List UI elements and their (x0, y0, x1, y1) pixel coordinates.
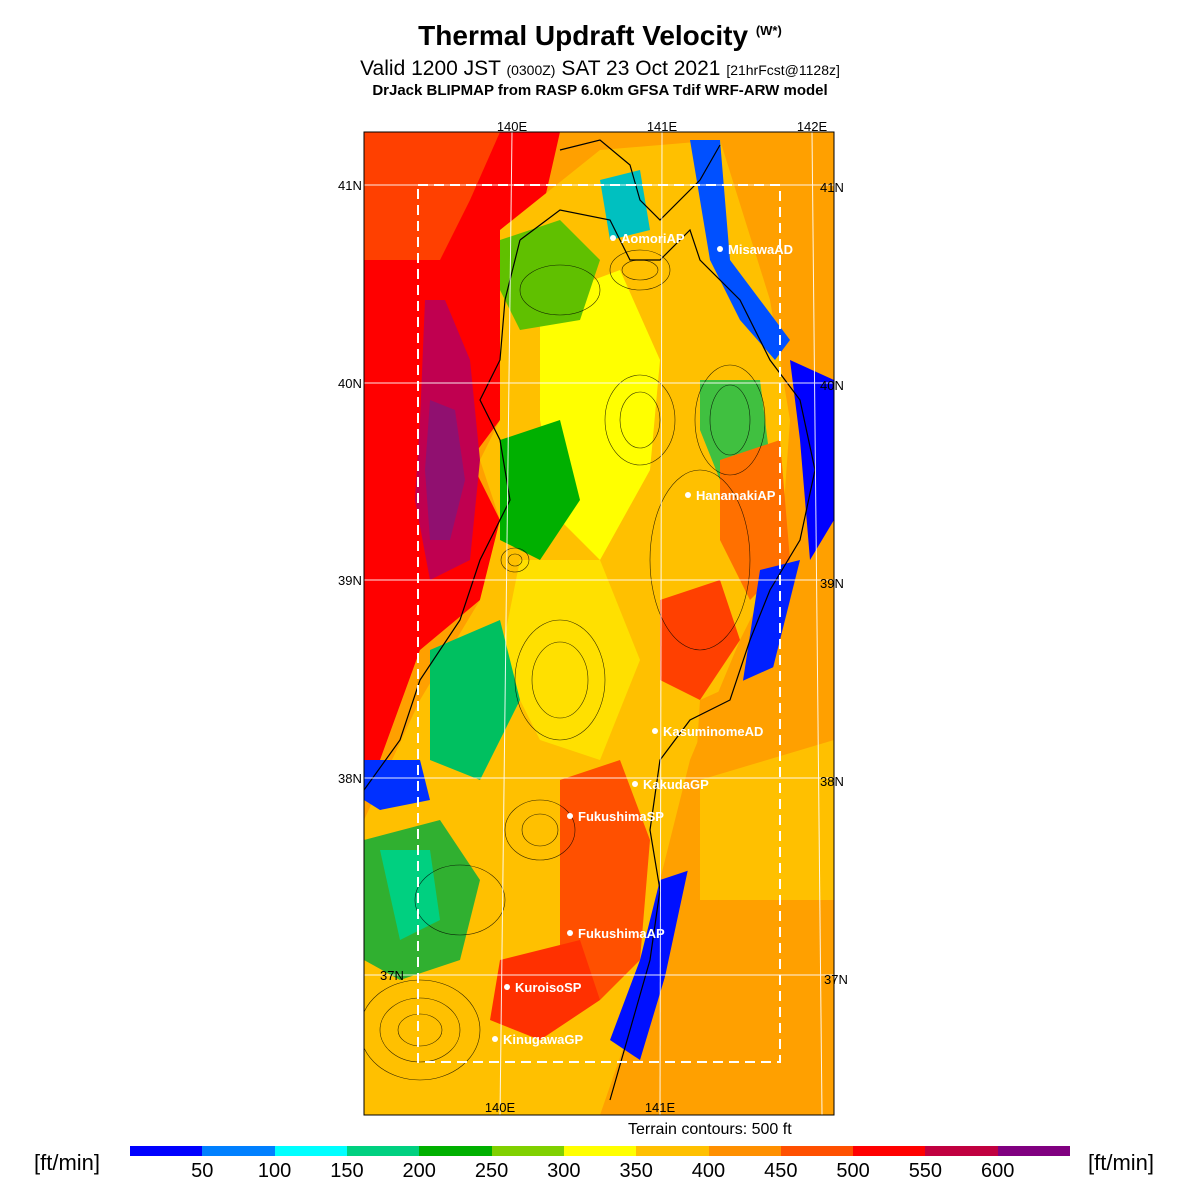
valid-time-line: Valid 1200 JST (0300Z) SAT 23 Oct 2021 [… (0, 57, 1200, 81)
colorbar-swatch-7 (636, 1146, 709, 1156)
lat-right-3: 39N (820, 576, 844, 591)
coastline (364, 139, 816, 1101)
inner-domain-box (417, 184, 781, 1063)
station-kasuminome[interactable]: KasuminomeAD (652, 724, 763, 739)
title-superscript: (W*) (755, 23, 782, 38)
lon-bottom-1: 140E (485, 1100, 516, 1115)
colorbar-unit-right: [ft/min] (1088, 1150, 1155, 1175)
svg-text:KasuminomeAD: KasuminomeAD (663, 724, 763, 739)
svg-text:AomoriAP: AomoriAP (621, 231, 685, 246)
colorbar-swatch-5 (491, 1146, 564, 1156)
svg-text:FukushimaAP: FukushimaAP (578, 926, 665, 941)
colorbar-swatch-6 (563, 1146, 637, 1156)
station-kuroiso[interactable]: KuroisoSP (504, 980, 582, 995)
lat-left-1: 41N (338, 178, 362, 193)
colorbar-tick-200: 200 (402, 1160, 436, 1182)
map-frame (363, 131, 835, 1116)
colorbar-unit-left: [ft/min] (34, 1150, 101, 1175)
svg-text:MisawaAD: MisawaAD (728, 242, 793, 257)
colorbar-tick-500: 500 (836, 1160, 870, 1182)
lat-right-5: 37N (824, 972, 848, 987)
colorbar-tick-250: 250 (474, 1160, 509, 1182)
lon-top-1: 140E (497, 119, 528, 134)
svg-text:KakudaGP: KakudaGP (643, 777, 709, 792)
svg-text:KuroisoSP: KuroisoSP (515, 980, 582, 995)
colorbar-swatch-3 (346, 1146, 420, 1156)
colorbar-tick-450: 450 (764, 1160, 798, 1182)
valid-time: Valid 1200 JST (360, 57, 501, 80)
colorbar-ticks: 50 100 150 200 250 300 350 400 450 500 550 600 (130, 1160, 1070, 1184)
colorbar-swatch-12 (997, 1146, 1071, 1156)
lat-left-5: 37N (380, 968, 404, 983)
lat-right-2: 40N (820, 378, 844, 393)
station-fukushima-ap[interactable]: FukushimaAP (567, 926, 665, 941)
colorbar-tick-300: 300 (547, 1160, 581, 1182)
terrain-note: Terrain contours: 500 ft (628, 1121, 792, 1138)
map-title: Thermal Updraft Velocity (W*) (0, 20, 1200, 52)
colorbar-tick-150: 150 (330, 1160, 364, 1182)
colorbar-swatch-11 (925, 1146, 998, 1156)
zulu-time: (0300Z) (506, 62, 556, 78)
svg-text:FukushimaSP: FukushimaSP (578, 809, 664, 824)
lat-left-4: 38N (338, 771, 362, 786)
updraft-field (364, 132, 834, 1115)
terrain-contours (364, 249, 766, 1081)
lat-lon-grid (364, 131, 834, 1116)
valid-date: SAT 23 Oct 2021 (561, 57, 721, 80)
colorbar (130, 1146, 1071, 1156)
colorbar-tick-100: 100 (257, 1160, 292, 1182)
model-line: DrJack BLIPMAP from RASP 6.0km GFSA Tdif… (372, 82, 828, 99)
colorbar-tick-600: 600 (981, 1160, 1015, 1182)
forecast-info: [21hrFcst@1128z] (726, 62, 840, 78)
svg-text:HanamakiAP: HanamakiAP (696, 488, 776, 503)
station-hanamaki[interactable]: HanamakiAP (685, 488, 776, 503)
lat-right-1: 41N (820, 180, 844, 195)
station-aomori[interactable]: AomoriAP (610, 231, 685, 246)
lat-right-4: 38N (820, 774, 844, 789)
colorbar-tick-50: 50 (191, 1160, 214, 1182)
colorbar-tick-350: 350 (619, 1160, 653, 1182)
colorbar-swatch-10 (853, 1146, 926, 1156)
colorbar-tick-550: 550 (908, 1160, 943, 1182)
station-kinugawa[interactable]: KinugawaGP (492, 1032, 584, 1047)
title-text: Thermal Updraft Velocity (418, 20, 749, 51)
stations: AomoriAP MisawaAD HanamakiAP KasuminomeA… (492, 231, 793, 1047)
axis-labels: 140E 141E 142E 140E 141E 41N 40N 39N 38N… (338, 119, 848, 1115)
lon-bottom-2: 141E (645, 1100, 676, 1115)
station-fukushima-sp[interactable]: FukushimaSP (567, 809, 664, 824)
colorbar-swatch-8 (708, 1146, 781, 1156)
colorbar-tick-400: 400 (691, 1160, 726, 1182)
colorbar-swatch-9 (780, 1146, 854, 1156)
lon-top-3: 142E (797, 119, 828, 134)
colorbar-swatch-4 (419, 1146, 492, 1156)
colorbar-swatch-1 (202, 1146, 275, 1156)
station-misawa[interactable]: MisawaAD (717, 242, 793, 257)
colorbar-swatch-0 (130, 1146, 203, 1156)
lat-left-2: 40N (338, 376, 362, 391)
lat-left-3: 39N (338, 573, 362, 588)
svg-text:KinugawaGP: KinugawaGP (503, 1032, 584, 1047)
lon-top-2: 141E (647, 119, 678, 134)
station-kakuda[interactable]: KakudaGP (632, 777, 709, 792)
colorbar-swatch-2 (274, 1146, 347, 1156)
